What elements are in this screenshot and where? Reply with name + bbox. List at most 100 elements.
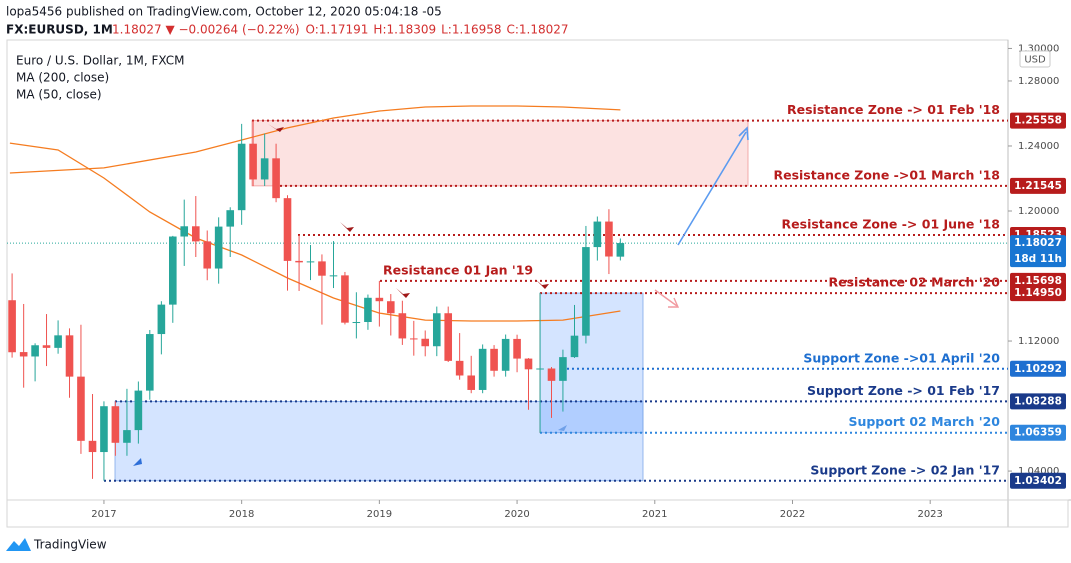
level-label: Support Zone ->01 April '20 (803, 350, 1000, 365)
price-badge (1010, 285, 1066, 302)
candle-body (226, 210, 235, 227)
y-tick-label: 1.20000 (1018, 206, 1059, 217)
level-label: Resistance Zone -> 01 Feb '18 (787, 102, 1000, 117)
x-tick-label: 2018 (229, 509, 254, 520)
candle-body (432, 313, 441, 347)
marker (133, 458, 142, 466)
candle-body (616, 243, 625, 257)
legend-title: Euro / U.S. Dollar, 1M, FXCM (16, 54, 184, 68)
price-badge (1010, 424, 1066, 441)
arrow-up (677, 131, 747, 246)
candle-body (318, 261, 326, 276)
moving-averages (9, 105, 621, 322)
x-tick-label: 2017 (91, 509, 116, 520)
ohlc-value: H:1.18309 (373, 23, 436, 37)
candle-body (593, 221, 602, 248)
price-badge (1010, 272, 1066, 289)
level-label: Support Zone -> 01 Feb '17 (807, 383, 1000, 398)
candle-body (386, 301, 395, 314)
price-badge (1010, 112, 1066, 129)
candle-body (180, 226, 189, 237)
candle-body (100, 406, 108, 453)
x-tick-label: 2023 (917, 509, 942, 520)
candle-body (455, 360, 464, 376)
marker (268, 124, 284, 132)
level-label: Support 02 March '20 (848, 414, 1000, 429)
legend-entry: MA (200, close) (16, 71, 109, 85)
price-badge-label: 1.10292 (1014, 363, 1062, 375)
candle-body (123, 430, 131, 443)
candle-body (547, 368, 556, 381)
candle-body (513, 338, 521, 359)
candle-body (582, 247, 590, 336)
candle-body (272, 158, 280, 199)
price-badge (1010, 393, 1066, 410)
candle-body (536, 368, 544, 370)
candle-body (65, 335, 74, 377)
level-label: Resistance Zone ->01 March '18 (773, 167, 1000, 182)
brand: TradingView (33, 538, 107, 552)
candle-body (146, 334, 154, 391)
candle-body (467, 375, 476, 390)
candle-body (19, 352, 28, 357)
ohlc-value: L:1.16958 (441, 23, 501, 37)
candle-body (501, 338, 510, 371)
zones (114, 120, 749, 482)
zone (114, 400, 644, 482)
candle-body (237, 143, 246, 211)
ohlc: O:1.17191 H:1.18309 L:1.16958 C:1.18027 (306, 23, 569, 37)
ohlc-value: C:1.18027 (506, 23, 568, 37)
zone (539, 292, 644, 434)
x-tick-label: 2020 (504, 509, 529, 520)
arrow-head (668, 297, 680, 308)
logo-icon (6, 538, 31, 551)
y-tick-label: 1.04000 (1018, 466, 1059, 477)
candle-body (490, 348, 498, 371)
x-tick-label: 2022 (780, 509, 805, 520)
marker (535, 279, 549, 289)
level-label: Resistance 02 March '20 (829, 275, 1001, 290)
marker (396, 288, 410, 298)
candle-body (283, 198, 292, 261)
time-axis-frame (6, 499, 1069, 528)
plot-area (6, 39, 1071, 528)
candle-body (111, 406, 120, 443)
marker (558, 425, 567, 431)
candle-body (191, 226, 200, 242)
price-badge (1010, 472, 1066, 489)
countdown: 18d 11h (1014, 253, 1062, 265)
last-price-badge (1010, 235, 1066, 268)
candle-body (169, 236, 177, 305)
candle-body (605, 221, 613, 257)
brand-logo: TradingView (6, 538, 107, 552)
publisher-line: lopa5456 published on TradingView.com, O… (6, 5, 442, 19)
price-badge-label: 1.25558 (1014, 115, 1062, 127)
candle-body (444, 313, 453, 361)
ma-line (9, 142, 621, 322)
candle-body (329, 275, 338, 277)
last-price-label: 1.18027 (1014, 237, 1062, 249)
candle-body (77, 376, 85, 441)
level-label: Resistance Zone -> 01 June '18 (782, 217, 1000, 232)
price-badge (1010, 360, 1066, 377)
drawing-arrows (133, 124, 749, 466)
marker (340, 222, 354, 232)
currency: USD (1024, 55, 1046, 66)
level-label: Support Zone -> 02 Jan '17 (810, 462, 1000, 477)
currency-box (1019, 50, 1051, 68)
price-badge-label: 1.15698 (1014, 275, 1062, 287)
candle-body (157, 304, 166, 335)
candle-body (31, 345, 39, 357)
y-tick-label: 1.12000 (1018, 336, 1059, 347)
candle-body (306, 261, 315, 263)
price-badge-label: 1.08288 (1014, 395, 1062, 407)
y-tick-label: 1.28000 (1018, 76, 1059, 87)
candle-body (559, 357, 567, 381)
candle-body (421, 338, 430, 347)
zone (251, 120, 749, 187)
price-badge-label: 1.21545 (1014, 180, 1062, 192)
x-tick-label: 2019 (367, 509, 392, 520)
candle-body (398, 313, 407, 339)
arrow-head (738, 126, 749, 141)
